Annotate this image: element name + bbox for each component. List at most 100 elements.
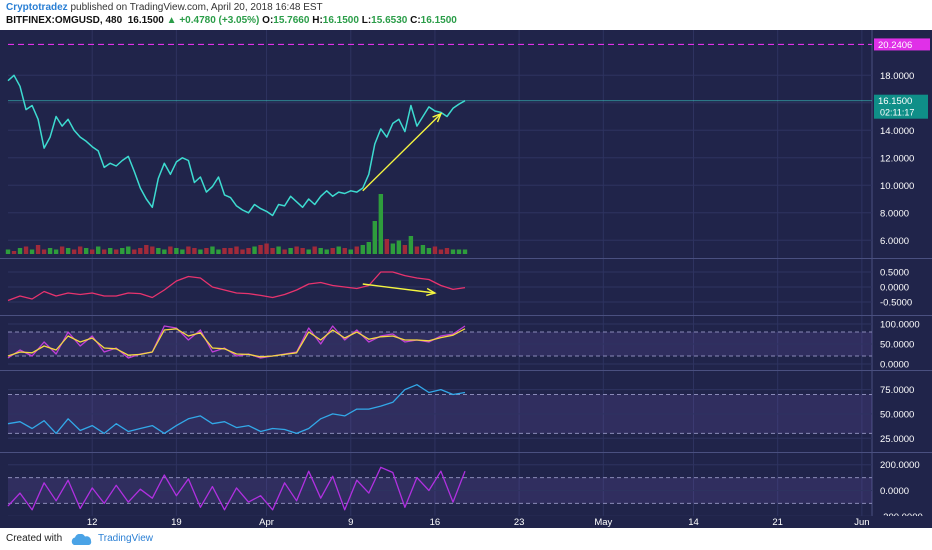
price-tick-label: 8.0000 (880, 208, 909, 219)
volume-bar (174, 248, 179, 254)
volume-bar (216, 249, 221, 254)
volume-bar (288, 248, 293, 254)
volume-bar (396, 240, 402, 254)
volume-bar (150, 246, 155, 254)
volume-bar (258, 245, 263, 254)
volume-bar (426, 248, 432, 254)
open-label: O: (262, 15, 274, 26)
volume-bar (23, 246, 29, 254)
price-tick-label: 18.0000 (880, 71, 914, 82)
chart-header: Cryptotradez published on TradingView.co… (0, 0, 932, 30)
volume-bar (342, 248, 347, 254)
close-label: C: (410, 15, 421, 26)
volume-bar (276, 246, 281, 254)
volume-bar (204, 248, 209, 254)
close-value: 16.1500 (420, 15, 457, 26)
rsi-tick-label: 50.0000 (880, 409, 914, 420)
volume-bar (95, 246, 101, 254)
tradingview-brand[interactable]: TradingView (98, 533, 154, 544)
volume-bar (71, 249, 77, 254)
volume-bar (456, 249, 462, 254)
volume-bar (29, 249, 35, 254)
rsi-line (7, 384, 466, 435)
macd-line (7, 271, 466, 302)
time-tick-label: May (594, 517, 612, 528)
rsi-tick-label: 75.0000 (880, 385, 914, 396)
chart-svg[interactable]: 6.00008.000010.000012.000014.000016.0000… (0, 30, 932, 528)
macd-tick-label: 0.0000 (880, 283, 909, 294)
rsi-tick-label: 25.0000 (880, 434, 914, 445)
volume-bar (77, 246, 83, 254)
price-change: +0.4780 (+3.05%) (179, 15, 260, 26)
price-trend-arrow-head (432, 112, 443, 123)
volume-bar (330, 248, 335, 254)
volume-bar (240, 249, 245, 254)
volume-bar (47, 248, 53, 254)
last-price-tag (874, 94, 928, 119)
volume-bar (246, 248, 251, 254)
volume-bar (234, 246, 239, 254)
low-value: 15.6530 (371, 15, 408, 26)
volume-bar (186, 246, 191, 254)
author-link[interactable]: Cryptotradez (6, 2, 68, 13)
volume-bar (35, 245, 41, 254)
cci-line (7, 466, 466, 511)
footer: Created with TradingView (0, 528, 932, 550)
volume-bar (162, 249, 167, 254)
publish-line: Cryptotradez published on TradingView.co… (6, 2, 323, 13)
price-line (7, 74, 466, 217)
volume-bar (144, 245, 149, 254)
volume-bar (222, 248, 227, 254)
volume-bar (138, 248, 143, 254)
chart-area[interactable]: 6.00008.000010.000012.000014.000016.0000… (0, 30, 932, 528)
last-price-label: 16.1500 (878, 96, 912, 107)
volume-bar (378, 194, 384, 254)
volume-bar (17, 248, 23, 254)
time-tick-label: 12 (87, 517, 98, 528)
volume-bar (420, 245, 426, 254)
volume-bar (414, 246, 420, 254)
time-tick-label: 23 (514, 517, 525, 528)
price-tick-label: 10.0000 (880, 181, 914, 192)
price-trend-arrow-shaft (362, 113, 442, 192)
price-tick-label: 14.0000 (880, 126, 914, 137)
macd-tick-label: -0.5000 (880, 298, 912, 309)
volume-bar (114, 249, 119, 254)
stochastic-d-line (7, 328, 466, 358)
volume-bar (360, 245, 365, 254)
volume-bar (408, 236, 414, 254)
macd-trend-arrow-head (426, 287, 437, 297)
volume-bar (132, 249, 137, 254)
macd-tick-label: 0.5000 (880, 268, 909, 279)
volume-bar (252, 246, 257, 254)
volume-bar (89, 249, 95, 254)
stochastic-tick-label: 100.0000 (880, 320, 920, 331)
volume-bar (366, 242, 371, 254)
volume-bar (450, 249, 456, 254)
volume-bar (462, 249, 468, 254)
volume-bar (228, 248, 233, 254)
max-price-tag (874, 38, 930, 51)
stochastic-tick-label: 0.0000 (880, 360, 909, 371)
up-triangle-icon: ▲ (166, 15, 177, 26)
volume-bar (65, 248, 71, 254)
stochastic-tick-label: 50.0000 (880, 340, 914, 351)
low-label: L: (361, 15, 372, 26)
volume-bar (108, 248, 113, 254)
volume-bar (402, 245, 408, 254)
volume-bar (300, 248, 305, 254)
volume-bar (354, 246, 359, 254)
time-tick-label: 16 (430, 517, 441, 528)
volume-bar (264, 243, 269, 254)
volume-bar (83, 248, 89, 254)
volume-bar (156, 248, 161, 254)
volume-bar (390, 243, 396, 254)
volume-bar (53, 249, 59, 254)
volume-bar (120, 248, 125, 254)
cci-tick-label: 0.0000 (880, 486, 909, 497)
countdown-label: 02:11:17 (880, 108, 914, 118)
volume-bar (444, 248, 450, 254)
open-value: 15.7660 (273, 15, 310, 26)
last-price: 16.1500 (127, 15, 164, 26)
publish-info: published on TradingView.com, April 20, … (67, 2, 323, 13)
